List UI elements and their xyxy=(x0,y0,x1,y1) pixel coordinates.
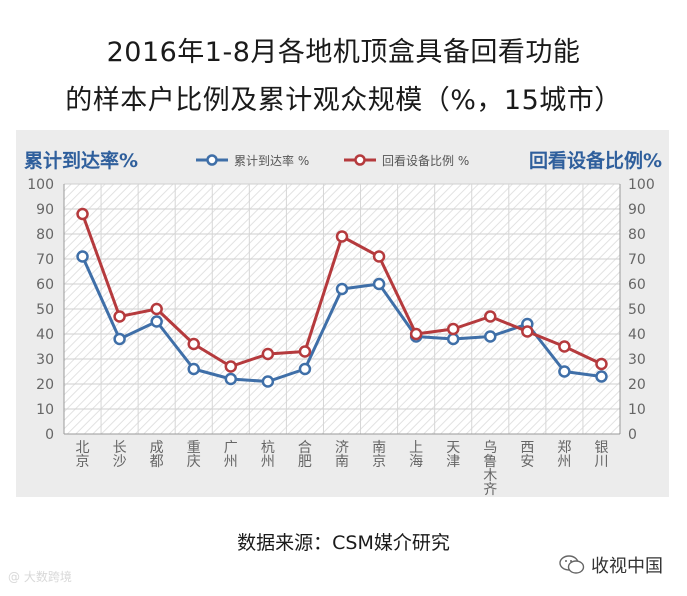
y-right-tick-label: 100 xyxy=(628,177,655,193)
series-1-point xyxy=(150,302,163,316)
x-tick-label: 重庆 xyxy=(187,440,201,470)
legend-label-1: 回看设备比例 % xyxy=(382,154,469,168)
chart-title-line1: 2016年1-8月各地机顶盒具备回看功能 xyxy=(106,37,581,68)
y-left-tick-label: 10 xyxy=(36,402,54,418)
series-1-point xyxy=(187,337,200,351)
series-1-point xyxy=(261,347,275,361)
y-left-tick-label: 20 xyxy=(36,377,54,393)
wechat-icon xyxy=(559,555,585,574)
series-0-point xyxy=(76,250,89,263)
series-0-point xyxy=(187,362,200,376)
y-right-tick-label: 50 xyxy=(628,302,646,318)
watermark: @ 大数跨境 xyxy=(8,570,72,584)
series-0-point xyxy=(446,332,460,346)
y-left-tick-label: 40 xyxy=(36,327,54,343)
x-tick-label: 长沙 xyxy=(113,440,127,470)
series-1-point xyxy=(298,345,312,358)
wechat-account-name: 收视中国 xyxy=(591,556,663,577)
y-left-tick-label: 100 xyxy=(27,177,54,193)
x-tick-label: 济南 xyxy=(335,440,349,470)
legend-marker-1 xyxy=(354,154,366,166)
series-0-point xyxy=(335,282,349,296)
series-1-point xyxy=(76,207,89,221)
y-left-tick-label: 70 xyxy=(36,252,54,268)
y-right-tick-label: 20 xyxy=(628,377,646,393)
x-tick-label: 银川 xyxy=(594,440,608,470)
x-tick-label: 南京 xyxy=(372,440,386,470)
series-1-point xyxy=(521,325,534,338)
x-tick-label: 西安 xyxy=(520,440,534,470)
y-left-tick-label: 30 xyxy=(36,352,54,368)
x-tick-label: 郑州 xyxy=(557,440,571,470)
series-1-point xyxy=(446,322,460,336)
series-1-point xyxy=(558,340,571,353)
x-tick-label: 乌鲁木齐 xyxy=(483,440,497,498)
x-tick-label: 天津 xyxy=(446,440,460,470)
y-right-tick-label: 80 xyxy=(628,227,646,243)
y-left-tick-label: 80 xyxy=(36,227,54,243)
series-1-point xyxy=(113,310,126,323)
series-1-point xyxy=(335,230,349,243)
y-left-tick-label: 60 xyxy=(36,277,54,293)
y-right-tick-label: 90 xyxy=(628,202,646,218)
series-0-point xyxy=(113,332,126,346)
x-tick-label: 北京 xyxy=(76,440,90,470)
y-axis-left-title: 累计到达率% xyxy=(24,149,138,172)
wechat-account: 收视中国 xyxy=(559,552,663,578)
series-1-point xyxy=(372,250,386,263)
series-0-point xyxy=(558,365,571,378)
series-0-point xyxy=(372,277,386,291)
series-1-point xyxy=(409,327,423,341)
series-1-point xyxy=(595,357,608,371)
y-left-tick-label: 0 xyxy=(45,427,54,443)
y-left-tick-label: 90 xyxy=(36,202,54,218)
x-tick-label: 上海 xyxy=(409,440,423,470)
legend-label-0: 累计到达率 % xyxy=(234,153,309,168)
y-right-tick-label: 0 xyxy=(628,427,637,443)
series-0-point xyxy=(484,330,497,343)
x-tick-label: 杭州 xyxy=(261,440,275,470)
series-1-point xyxy=(224,360,238,373)
y-right-tick-label: 40 xyxy=(628,327,646,343)
y-right-tick-label: 70 xyxy=(628,252,646,268)
series-1-point xyxy=(484,310,497,323)
series-0-point xyxy=(224,372,238,386)
series-0-point xyxy=(261,375,275,388)
x-tick-label: 成都 xyxy=(150,440,164,470)
series-0-point xyxy=(150,315,163,328)
y-right-tick-label: 10 xyxy=(628,402,646,418)
series-0-point xyxy=(298,362,312,376)
legend-marker-0 xyxy=(206,154,218,166)
x-tick-label: 合肥 xyxy=(298,440,312,470)
data-source: 数据来源：CSM媒介研究 xyxy=(237,532,450,554)
series-0-point xyxy=(595,370,608,383)
chart-title-line2: 的样本户比例及累计观众规模（%，15城市） xyxy=(65,85,622,116)
x-tick-label: 广州 xyxy=(224,440,238,470)
y-right-tick-label: 30 xyxy=(628,352,646,368)
y-axis-right-title: 回看设备比例% xyxy=(529,149,662,172)
y-left-tick-label: 50 xyxy=(36,302,54,318)
y-right-tick-label: 60 xyxy=(628,277,646,293)
